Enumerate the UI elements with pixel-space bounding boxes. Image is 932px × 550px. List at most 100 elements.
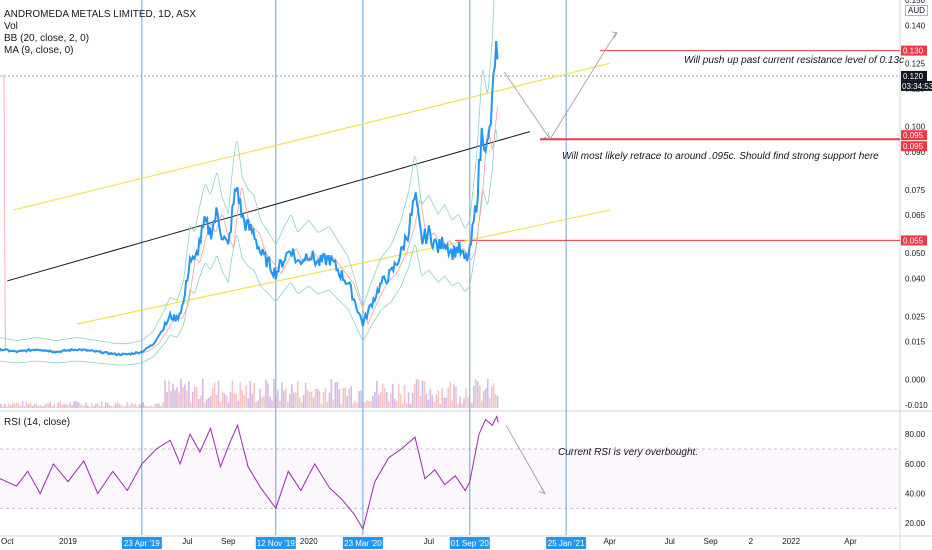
horizontal-levels[interactable] xyxy=(0,50,900,241)
volume-bar xyxy=(144,405,147,408)
volume-bar xyxy=(219,401,222,408)
price-tick-label: 0.150 xyxy=(905,0,926,5)
volume-bar xyxy=(245,384,248,408)
volume-bar xyxy=(294,392,297,408)
volume-bar xyxy=(108,405,111,408)
volume-bar xyxy=(395,401,398,408)
price-tick-label: 0.050 xyxy=(905,249,926,258)
rsi-tick-label: 40.00 xyxy=(905,490,926,499)
volume-bar xyxy=(203,403,206,408)
time-marker-badge-bg xyxy=(121,537,162,549)
bb-lower-band xyxy=(0,129,498,366)
volume-bar xyxy=(443,397,446,408)
volume-bar xyxy=(255,401,257,408)
volume-bar xyxy=(382,383,384,408)
time-marker-badge: 01 Sep '20 xyxy=(451,539,490,548)
volume-bar xyxy=(73,401,75,408)
volume-bar xyxy=(231,380,234,408)
rsi-band xyxy=(0,449,900,509)
volume-bar xyxy=(459,396,461,408)
level-badge-0055-bg xyxy=(901,235,927,246)
annotation-support[interactable]: Will most likely retrace to around .095c… xyxy=(562,151,879,162)
volume-bar xyxy=(370,401,372,408)
volume-bar xyxy=(57,402,60,408)
volume-bar xyxy=(342,387,345,408)
volume-bar xyxy=(417,379,420,408)
symbol-title[interactable]: ANDROMEDA METALS LIMITED, 1D, ASX xyxy=(4,9,197,20)
volume-bar xyxy=(91,403,93,408)
volume-bar xyxy=(401,403,404,408)
arrow-head xyxy=(543,132,551,140)
volume-bar xyxy=(81,404,83,408)
rsi-tick-label: 60.00 xyxy=(905,460,926,469)
volume-bar xyxy=(461,403,463,408)
volume-bar xyxy=(372,395,374,408)
volume-bar xyxy=(35,403,38,408)
volume-bar xyxy=(302,394,305,408)
volume-bar xyxy=(437,390,440,408)
volume-bar xyxy=(215,395,218,408)
volume-bar xyxy=(184,384,186,408)
volume-bar xyxy=(439,403,442,408)
rsi-projection-arrow xyxy=(505,425,546,494)
bb-legend[interactable]: BB (20, close, 2, 0) xyxy=(4,33,90,44)
drawings[interactable] xyxy=(7,31,618,495)
time-tick-label: 2022 xyxy=(782,537,800,546)
ma-legend[interactable]: MA (9, close, 0) xyxy=(4,45,74,56)
volume-bar xyxy=(399,393,402,408)
volume-bar xyxy=(93,406,95,408)
price-series xyxy=(0,0,499,366)
volume-bar xyxy=(346,396,349,408)
volume-bar xyxy=(164,380,166,408)
time-tick-label: Jul xyxy=(424,537,434,546)
volume-bar xyxy=(475,379,477,408)
volume-bar xyxy=(384,388,386,408)
volume-bar xyxy=(484,388,487,408)
volume-bar xyxy=(41,406,44,408)
volume-bar xyxy=(253,383,255,408)
volume-bar xyxy=(174,389,176,408)
volume-bar xyxy=(89,406,91,408)
volume-bar xyxy=(9,405,12,408)
annotation-rsi[interactable]: Current RSI is very overbought. xyxy=(558,447,699,458)
volume-bar xyxy=(237,400,240,408)
volume-bar xyxy=(128,405,131,408)
volume-bar xyxy=(98,406,101,408)
volume-bar xyxy=(431,395,434,408)
rsi-legend[interactable]: RSI (14, close) xyxy=(4,417,71,428)
price-tick-label: -0.010 xyxy=(905,401,928,410)
volume-bar xyxy=(330,379,333,408)
time-marker-badge-bg xyxy=(342,537,383,549)
volume-bar xyxy=(102,406,105,408)
volume-bar xyxy=(340,403,343,408)
volume-bar xyxy=(322,392,325,408)
volume-bar xyxy=(116,401,119,408)
volume-bar xyxy=(11,402,14,408)
volume-bar xyxy=(166,392,168,408)
volume-bar xyxy=(25,400,28,408)
volume-bar xyxy=(490,386,493,408)
annotation-resistance[interactable]: Will push up past current resistance lev… xyxy=(684,55,905,66)
volume-bar xyxy=(142,402,145,408)
volume-bar xyxy=(199,395,202,408)
projection-arrow-up xyxy=(549,32,617,140)
volume-bar xyxy=(39,404,42,408)
volume-bar xyxy=(140,404,143,408)
volume-bar xyxy=(393,398,396,408)
volume-bar xyxy=(67,405,69,408)
volume-bar xyxy=(21,400,24,408)
volume-bar xyxy=(195,386,198,408)
vol-legend[interactable]: Vol xyxy=(4,21,18,32)
volume-bar xyxy=(130,402,133,408)
volume-bar xyxy=(134,403,137,408)
volume-bar xyxy=(298,397,301,408)
volume-bar xyxy=(83,405,85,408)
volume-bar xyxy=(23,406,26,408)
volume-bar xyxy=(247,398,250,408)
volume-bar xyxy=(348,388,350,408)
volume-bar xyxy=(366,400,368,408)
volume-bar xyxy=(106,402,109,408)
volume-bar xyxy=(150,405,153,408)
